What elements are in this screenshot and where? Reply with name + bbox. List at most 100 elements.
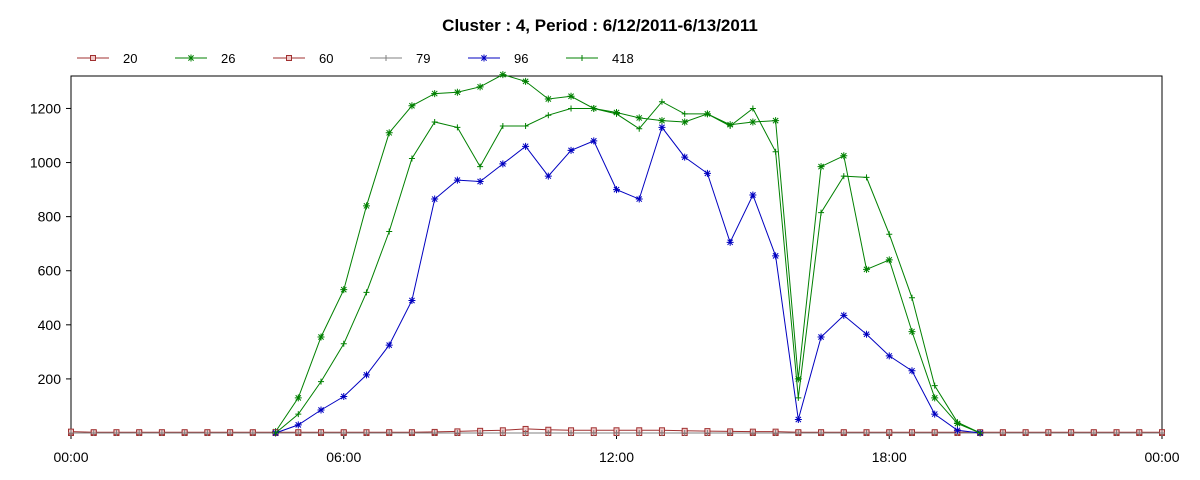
data-point <box>340 286 348 294</box>
data-point <box>635 114 643 122</box>
data-point <box>749 118 757 126</box>
data-point <box>795 394 802 401</box>
data-point <box>90 430 97 436</box>
data-point <box>931 430 938 436</box>
legend-label: 26 <box>221 51 235 66</box>
data-point <box>885 256 893 264</box>
y-tick-label: 800 <box>38 209 62 225</box>
data-point <box>317 406 325 414</box>
data-point <box>613 110 620 117</box>
data-point <box>863 174 870 181</box>
legend-label: 418 <box>612 51 634 66</box>
series-line <box>275 101 981 434</box>
data-point <box>499 160 507 168</box>
data-point <box>931 410 939 418</box>
data-point <box>772 117 780 125</box>
data-point <box>545 112 552 119</box>
legend: 20 26 60 79 96 418 <box>77 51 634 66</box>
legend-item-26: 26 <box>175 51 235 66</box>
series-group <box>68 71 1165 437</box>
data-point <box>431 90 439 98</box>
data-point <box>249 430 256 436</box>
legend-item-60: 60 <box>273 51 333 66</box>
data-point <box>544 172 552 180</box>
data-point <box>363 430 370 436</box>
x-tick-label: 18:00 <box>872 449 907 465</box>
data-point <box>522 142 530 150</box>
data-point <box>294 421 302 429</box>
data-point <box>1045 430 1052 436</box>
data-point <box>840 173 847 180</box>
data-point <box>681 118 689 126</box>
data-point <box>954 419 961 426</box>
data-point <box>863 265 871 273</box>
data-point <box>453 88 461 96</box>
data-point <box>340 430 347 436</box>
plot-area <box>70 75 1163 434</box>
x-tick-label: 00:00 <box>53 449 88 465</box>
data-point <box>749 430 756 436</box>
data-point <box>477 163 484 170</box>
data-point <box>181 430 188 436</box>
data-point <box>795 430 802 436</box>
data-point <box>840 152 848 160</box>
data-point <box>840 311 848 319</box>
data-point <box>681 110 688 117</box>
data-point <box>408 296 416 304</box>
data-point <box>579 55 585 61</box>
data-point <box>863 430 870 436</box>
data-point <box>136 430 143 436</box>
data-point <box>908 430 915 436</box>
data-point <box>90 55 96 61</box>
legend-item-79: 79 <box>370 51 430 66</box>
series-418 <box>272 98 984 436</box>
legend-label: 20 <box>123 51 137 66</box>
data-point <box>431 118 438 125</box>
data-point <box>772 252 780 260</box>
data-point <box>613 186 620 194</box>
data-point <box>454 124 461 131</box>
data-point <box>522 123 529 130</box>
data-point <box>1022 430 1029 436</box>
data-point <box>568 430 575 436</box>
data-point <box>477 430 484 436</box>
data-point <box>318 378 325 385</box>
data-point <box>340 392 348 400</box>
x-tick-label: 06:00 <box>326 449 361 465</box>
data-point <box>476 83 484 91</box>
data-point <box>794 375 802 383</box>
data-point <box>317 333 325 341</box>
series-line <box>275 74 981 434</box>
data-point <box>385 129 393 137</box>
axes <box>66 75 1163 439</box>
data-point <box>567 146 575 154</box>
data-point <box>113 430 120 436</box>
data-point <box>726 238 734 246</box>
data-point <box>977 430 984 436</box>
x-tick-label: 00:00 <box>1144 449 1179 465</box>
data-point <box>272 430 279 436</box>
data-point <box>568 105 575 112</box>
data-point <box>385 341 393 349</box>
data-point <box>204 430 211 436</box>
data-point <box>1090 430 1097 436</box>
data-point <box>840 430 847 436</box>
data-point <box>999 430 1006 436</box>
data-point <box>886 231 893 238</box>
data-point <box>885 352 893 360</box>
data-point <box>480 54 488 62</box>
data-point <box>772 148 779 155</box>
data-point <box>340 340 347 347</box>
y-tick-label: 400 <box>38 317 62 333</box>
data-point <box>817 163 825 171</box>
data-point <box>1136 430 1143 436</box>
data-point <box>931 394 939 402</box>
data-point <box>863 330 871 338</box>
y-tick-label: 200 <box>38 371 62 387</box>
data-point <box>908 367 916 375</box>
data-point <box>703 169 711 177</box>
data-point <box>613 430 620 436</box>
data-point <box>362 371 370 379</box>
data-point <box>545 430 552 436</box>
